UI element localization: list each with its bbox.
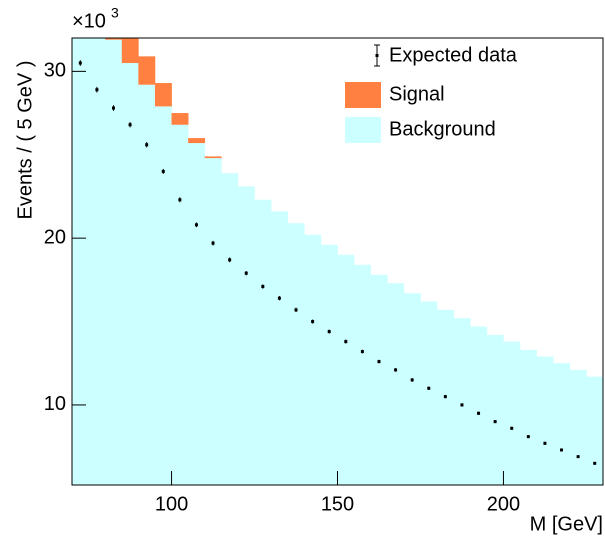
data-point [427,386,431,390]
histogram-bar [121,63,139,486]
histogram-bar [354,264,371,485]
data-point [161,169,165,173]
data-point [360,350,364,354]
histogram-bar [304,234,322,485]
histogram-bar [271,211,289,485]
histogram-bar [287,223,305,485]
histogram-bar [520,349,537,485]
histogram-bar [536,356,554,485]
x-tick-label: 100 [155,493,188,515]
y-tick-label: 10 [44,393,66,415]
y-tick-label: 20 [44,226,66,248]
legend: Expected data Signal Background [345,44,518,143]
histogram-bar [569,369,587,485]
data-point [560,448,564,452]
histogram-bar [105,39,123,486]
data-point [576,455,580,459]
histogram-bar [403,293,421,485]
data-point [327,330,331,334]
data-point [244,271,248,275]
data-point [443,395,447,399]
histogram-bar [88,38,106,485]
data-point [277,296,281,300]
histogram-bar [553,363,571,485]
data-point [593,461,597,465]
plot-area [72,38,604,486]
legend-marker [375,54,379,57]
histogram-bar [237,186,255,485]
data-point [95,88,99,92]
histogram-bar [154,83,172,107]
y-multiplier-base: ×10 [72,10,106,32]
histogram-bar [121,38,139,64]
histogram-bar [387,283,405,485]
data-point [477,411,481,415]
histogram-bar [188,143,206,485]
data-point [460,403,464,407]
data-point [526,435,530,439]
histogram-bar [72,38,89,485]
histogram-bar [138,84,156,486]
y-multiplier-exponent: 3 [111,5,119,21]
x-tick-label: 200 [487,493,520,515]
histogram-bar [254,199,272,486]
data-point [344,340,348,344]
data-point [178,198,182,202]
y-axis-title: Events / ( 5 GeV ) [14,61,36,220]
data-point [261,285,265,289]
histogram-bar [370,274,388,485]
histogram-bar [503,341,521,485]
data-point [377,360,381,364]
histogram-bar [486,334,504,485]
histogram-bar [204,158,222,486]
data-point [128,123,132,127]
histogram-bar [470,326,488,485]
data-point [78,61,82,65]
legend-label: Signal [389,83,445,105]
histogram-bar [453,318,471,485]
data-point [294,308,298,312]
histogram-bar [204,156,222,159]
histogram-bar [171,113,189,125]
histogram-bar [320,244,338,485]
histogram-bar [154,106,172,485]
histogram-bar [138,56,156,85]
data-point [311,320,315,324]
legend-swatch [345,82,381,108]
histogram-bar [420,301,438,485]
legend-swatch [345,117,381,143]
data-point [111,106,115,110]
histogram-bar [105,38,123,40]
data-point [510,426,514,430]
legend-label: Background [389,118,496,140]
y-tick-label: 30 [44,60,66,82]
histogram-bar [586,376,604,485]
histogram-bar [221,173,239,485]
data-point [228,258,232,262]
legend-label: Expected data [389,44,518,66]
data-point [194,223,198,227]
data-point [543,441,547,445]
x-tick-label: 150 [321,493,354,515]
data-point [493,420,497,424]
x-axis-title: M [GeV] [530,513,603,535]
data-point [145,143,149,147]
histogram-bar [171,124,189,485]
data-point [394,368,398,372]
data-point [211,241,215,245]
histogram-bar [188,138,206,144]
histogram-bar [337,254,355,485]
data-point [410,378,414,382]
